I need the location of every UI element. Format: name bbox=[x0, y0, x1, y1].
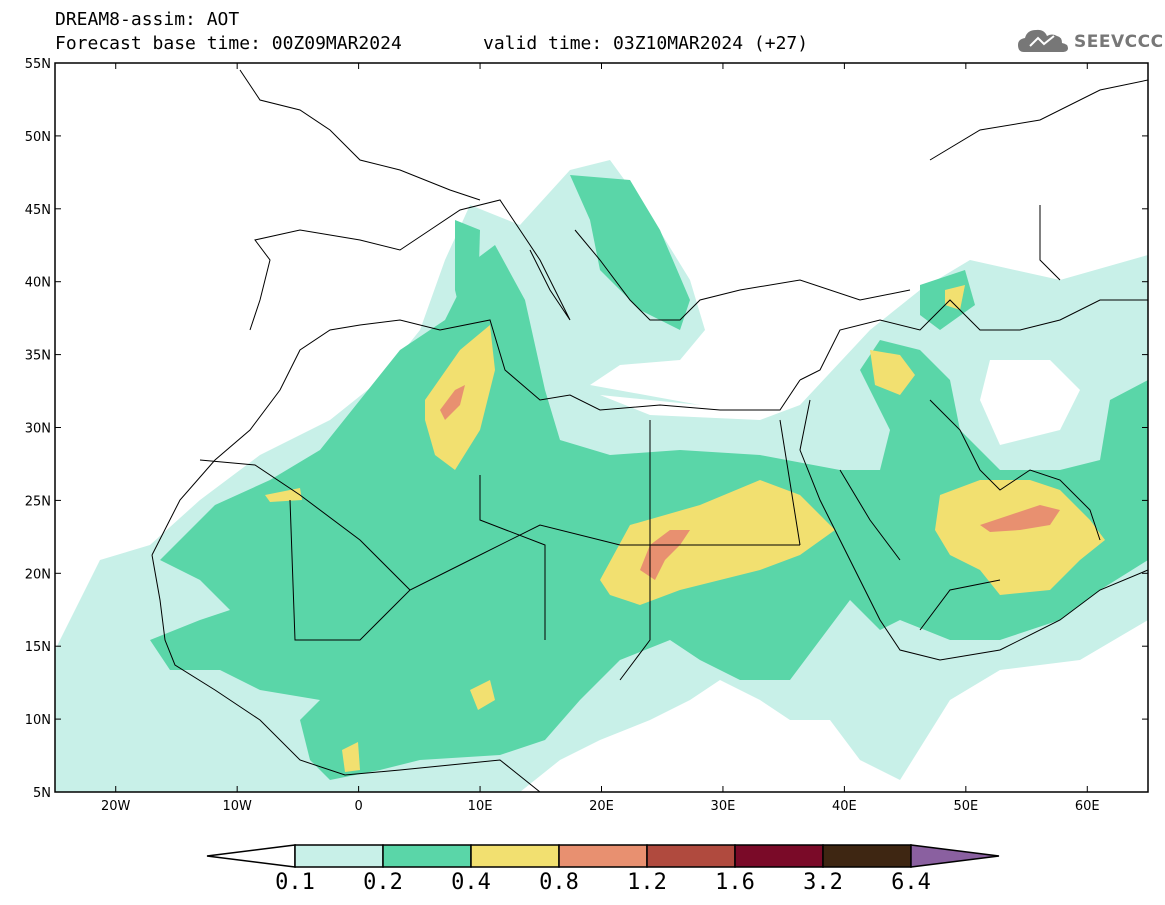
seevccc-logo: SEEVCCC bbox=[1016, 24, 1163, 58]
lon-tick-label: 0 bbox=[354, 799, 362, 814]
aot-low-area bbox=[980, 360, 1080, 445]
colorbar-swatch bbox=[558, 844, 648, 868]
base-time: Forecast base time: 00Z09MAR2024 bbox=[55, 33, 402, 54]
aot-band-0.4 bbox=[870, 350, 915, 395]
colorbar-level-label: 6.4 bbox=[891, 870, 931, 895]
logo-text: SEEVCCC bbox=[1074, 32, 1164, 52]
lat-tick-label: 30N bbox=[25, 422, 51, 437]
aot-band-0.4 bbox=[600, 480, 835, 605]
lat-tick-label: 55N bbox=[25, 57, 51, 72]
lon-tick-label: 60E bbox=[1075, 799, 1100, 814]
aot-band-0.4 bbox=[265, 488, 302, 502]
lat-tick-label: 45N bbox=[25, 203, 51, 218]
lon-tick-label: 10E bbox=[468, 799, 493, 814]
colorbar-level-label: 1.2 bbox=[627, 870, 667, 895]
aot-field bbox=[55, 160, 1148, 792]
colorbar-level-label: 0.1 bbox=[275, 870, 315, 895]
colorbar-over-arrow bbox=[910, 844, 1000, 868]
colorbar-swatch bbox=[294, 844, 384, 868]
aot-band-0.2 bbox=[455, 220, 480, 320]
valid-time: valid time: 03Z10MAR2024 (+27) bbox=[483, 33, 809, 54]
colorbar-level-label: 0.4 bbox=[451, 870, 491, 895]
lat-tick-label: 25N bbox=[25, 494, 51, 509]
colorbar-level-label: 0.2 bbox=[363, 870, 403, 895]
lat-tick-label: 20N bbox=[25, 567, 51, 582]
cloud-icon bbox=[1018, 29, 1068, 52]
lat-tick-label: 35N bbox=[25, 349, 51, 364]
lat-tick-label: 10N bbox=[25, 713, 51, 728]
aot-low-area bbox=[600, 395, 800, 420]
colorbar-swatch bbox=[646, 844, 736, 868]
aot-band-0.4 bbox=[342, 742, 360, 772]
colorbar: 0.1 0.2 0.4 0.8 1.2 1.6 3.2 6.4 bbox=[206, 844, 1000, 895]
lon-tick-label: 30E bbox=[711, 799, 736, 814]
colorbar-level-label: 3.2 bbox=[803, 870, 843, 895]
lat-tick-label: 15N bbox=[25, 640, 51, 655]
aot-band-0.4 bbox=[935, 480, 1105, 595]
coastlines bbox=[151, 69, 1148, 792]
colorbar-swatch bbox=[734, 844, 824, 868]
lon-tick-label: 10W bbox=[222, 799, 252, 814]
colorbar-level-label: 1.6 bbox=[715, 870, 755, 895]
aot-band-0.4 bbox=[470, 680, 495, 710]
lon-tick-label: 50E bbox=[953, 799, 978, 814]
colorbar-under-arrow bbox=[206, 844, 296, 868]
lat-tick-label: 5N bbox=[33, 786, 51, 801]
lat-tick-label: 40N bbox=[25, 276, 51, 291]
lon-tick-label: 20E bbox=[589, 799, 614, 814]
colorbar-swatch bbox=[382, 844, 472, 868]
colorbar-level-label: 0.8 bbox=[539, 870, 579, 895]
aot-band-0.8 bbox=[980, 505, 1060, 532]
aot-band-0.8 bbox=[640, 530, 690, 580]
aot-band-0.4 bbox=[945, 285, 965, 310]
colorbar-swatch bbox=[470, 844, 560, 868]
lat-tick-label: 50N bbox=[25, 130, 51, 145]
axis-ticks: 20W 10W 0 10E 20E 30E 40E 50E 60E 55N 50N 45N 40N 35N… bbox=[25, 57, 1148, 814]
aot-band-0.8 bbox=[440, 385, 465, 420]
aot-band-0.2 bbox=[570, 175, 690, 330]
lon-tick-label: 40E bbox=[832, 799, 857, 814]
lon-tick-label: 20W bbox=[101, 799, 131, 814]
colorbar-swatch bbox=[822, 844, 912, 868]
model-title: DREAM8-assim: AOT bbox=[55, 9, 240, 30]
